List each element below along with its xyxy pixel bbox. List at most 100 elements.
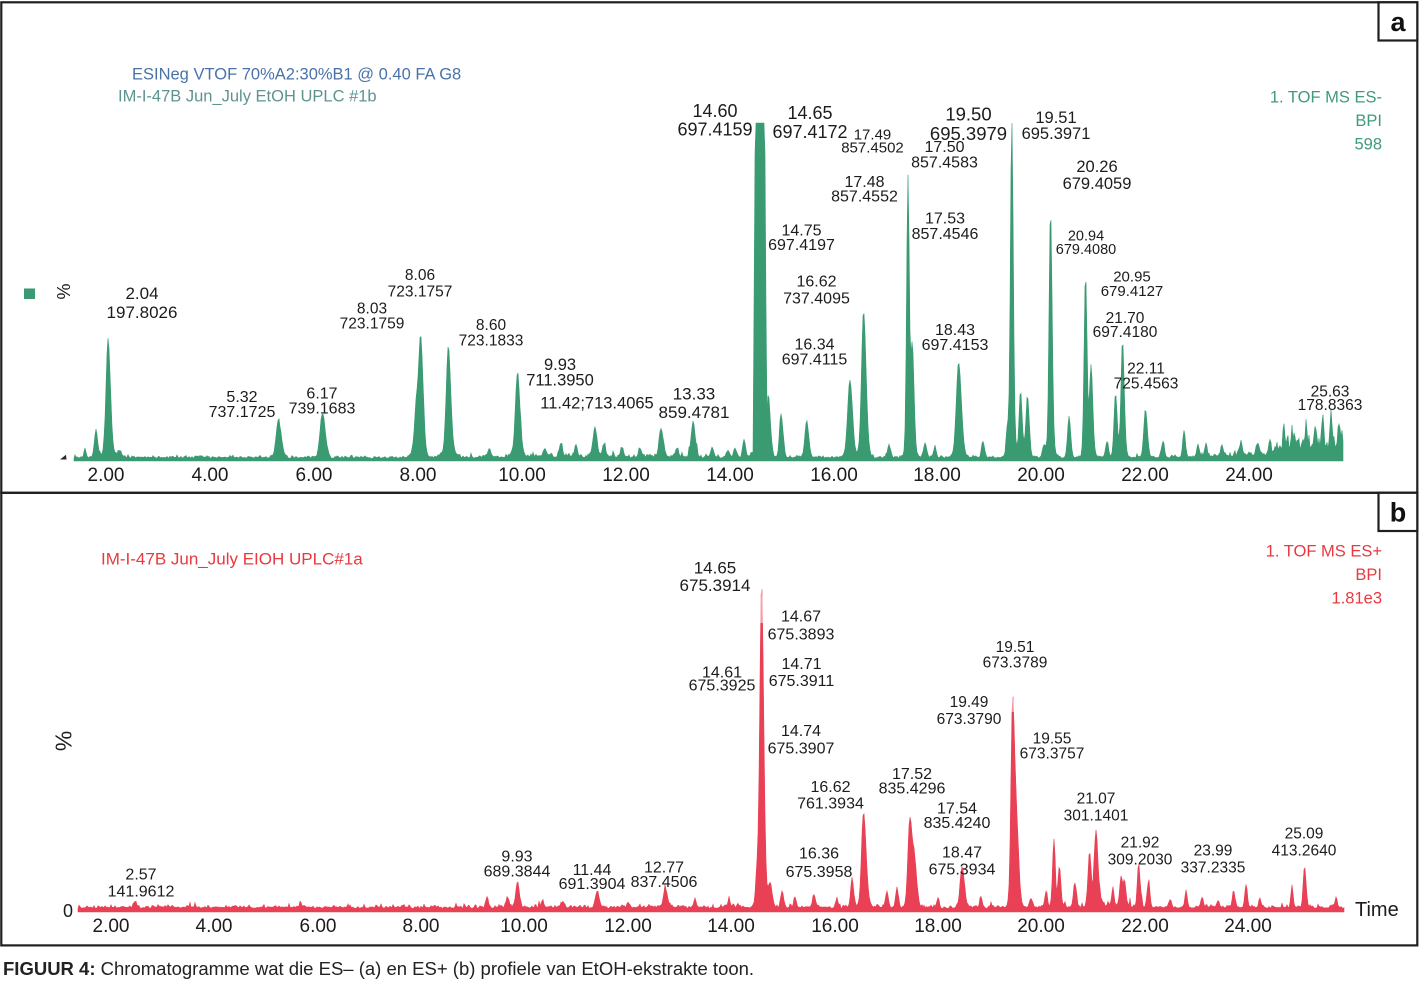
svg-text:679.4127: 679.4127 [1101, 283, 1164, 300]
svg-text:723.1833: 723.1833 [459, 332, 524, 349]
svg-text:141.9612: 141.9612 [108, 884, 175, 901]
svg-text:301.1401: 301.1401 [1064, 807, 1129, 824]
svg-text:22.00: 22.00 [1121, 465, 1169, 486]
svg-text:675.3914: 675.3914 [680, 576, 751, 595]
svg-text:337.2335: 337.2335 [1181, 859, 1246, 876]
svg-text:695.3971: 695.3971 [1022, 125, 1091, 143]
svg-text:2.57: 2.57 [125, 867, 156, 884]
svg-text:598: 598 [1354, 136, 1382, 154]
svg-text:197.8026: 197.8026 [107, 303, 178, 322]
svg-text:723.1759: 723.1759 [340, 315, 405, 332]
svg-text:9.93: 9.93 [501, 849, 532, 866]
svg-text:8.60: 8.60 [476, 317, 507, 334]
svg-text:4.00: 4.00 [192, 465, 229, 486]
svg-text:11.42;713.4065: 11.42;713.4065 [540, 395, 653, 413]
svg-text:22.11: 22.11 [1127, 360, 1165, 377]
svg-text:25.63: 25.63 [1311, 383, 1350, 400]
svg-text:12.00: 12.00 [602, 465, 650, 486]
svg-text:697.4180: 697.4180 [1093, 324, 1158, 341]
svg-text:8.00: 8.00 [403, 916, 440, 937]
svg-text:16.34: 16.34 [794, 337, 834, 354]
svg-text:673.3790: 673.3790 [937, 711, 1002, 728]
svg-text:17.48: 17.48 [844, 174, 884, 191]
svg-text:711.3950: 711.3950 [526, 372, 594, 390]
svg-text:14.75: 14.75 [781, 223, 821, 240]
svg-text:19.50: 19.50 [945, 104, 991, 125]
svg-text:10.00: 10.00 [500, 916, 548, 937]
svg-text:4.00: 4.00 [196, 916, 233, 937]
svg-text:675.3911: 675.3911 [769, 673, 835, 690]
svg-text:21.92: 21.92 [1121, 834, 1160, 851]
svg-text:1. TOF MS ES-: 1. TOF MS ES- [1270, 89, 1382, 107]
svg-text:19.51: 19.51 [996, 639, 1035, 656]
svg-text:14.67: 14.67 [781, 609, 821, 626]
svg-text:2.00: 2.00 [93, 916, 130, 937]
svg-text:11.44: 11.44 [573, 862, 612, 879]
svg-text:761.3934: 761.3934 [797, 796, 864, 813]
svg-text:309.2030: 309.2030 [1108, 851, 1173, 868]
svg-text:23.99: 23.99 [1194, 842, 1233, 859]
svg-text:12.00: 12.00 [604, 916, 652, 937]
svg-text:a: a [1390, 7, 1406, 37]
svg-text:679.4059: 679.4059 [1063, 175, 1132, 193]
svg-text:737.4095: 737.4095 [783, 291, 850, 308]
svg-text:16.00: 16.00 [811, 916, 859, 937]
svg-text:14.65: 14.65 [694, 558, 737, 577]
svg-text:25.09: 25.09 [1285, 825, 1324, 842]
svg-text:21.70: 21.70 [1106, 310, 1145, 327]
svg-text:24.00: 24.00 [1225, 465, 1273, 486]
svg-text:857.4502: 857.4502 [841, 139, 904, 156]
svg-text:14.71: 14.71 [781, 656, 821, 673]
svg-text:6.00: 6.00 [296, 465, 333, 486]
svg-text:737.1725: 737.1725 [209, 404, 276, 421]
svg-text:17.50: 17.50 [924, 139, 964, 156]
svg-text:673.3757: 673.3757 [1020, 745, 1085, 762]
svg-text:18.00: 18.00 [914, 916, 962, 937]
svg-text:20.00: 20.00 [1017, 916, 1065, 937]
svg-text:697.4115: 697.4115 [782, 352, 848, 369]
svg-text:837.4506: 837.4506 [631, 874, 698, 891]
svg-text:689.3844: 689.3844 [484, 864, 551, 881]
svg-text:20.94: 20.94 [1068, 229, 1104, 245]
svg-text:697.4197: 697.4197 [768, 237, 835, 254]
svg-text:8.06: 8.06 [405, 267, 435, 284]
svg-text:14.00: 14.00 [707, 916, 755, 937]
svg-text:8.03: 8.03 [357, 300, 387, 317]
svg-text:2.00: 2.00 [88, 465, 125, 486]
svg-text:17.49: 17.49 [854, 126, 892, 143]
svg-text:675.3907: 675.3907 [768, 741, 835, 758]
svg-text:16.36: 16.36 [799, 846, 839, 863]
svg-text:675.3958: 675.3958 [786, 864, 853, 881]
svg-text:IM-I-47B Jun_July EIOH UPLC#1a: IM-I-47B Jun_July EIOH UPLC#1a [101, 550, 363, 569]
svg-text:6.00: 6.00 [300, 916, 337, 937]
svg-text:10.00: 10.00 [498, 465, 546, 486]
svg-text:%: % [50, 731, 76, 751]
svg-text:18.47: 18.47 [942, 845, 982, 862]
svg-text:835.4240: 835.4240 [924, 815, 991, 832]
svg-text:17.54: 17.54 [937, 801, 977, 818]
svg-text:14.74: 14.74 [781, 723, 821, 740]
svg-text:9.93: 9.93 [544, 356, 576, 374]
svg-text:691.3904: 691.3904 [559, 876, 626, 893]
svg-text:20.00: 20.00 [1017, 465, 1065, 486]
svg-text:19.49: 19.49 [950, 694, 989, 711]
svg-text:16.00: 16.00 [810, 465, 858, 486]
svg-text:697.4159: 697.4159 [677, 120, 752, 140]
svg-text:%: % [53, 283, 73, 299]
svg-text:BPI: BPI [1355, 566, 1382, 584]
svg-text:413.2640: 413.2640 [1272, 842, 1337, 859]
svg-text:BPI: BPI [1355, 112, 1382, 130]
svg-text:857.4552: 857.4552 [831, 189, 898, 206]
svg-text:0: 0 [63, 901, 73, 921]
svg-text:21.07: 21.07 [1077, 790, 1116, 807]
svg-text:5.32: 5.32 [226, 389, 257, 406]
svg-text:6.17: 6.17 [306, 386, 337, 403]
svg-text:b: b [1390, 498, 1407, 528]
svg-text:835.4296: 835.4296 [879, 781, 946, 798]
svg-text:1.81e3: 1.81e3 [1332, 590, 1382, 608]
svg-text:723.1757: 723.1757 [388, 283, 453, 300]
svg-text:17.53: 17.53 [925, 211, 965, 228]
svg-text:18.43: 18.43 [935, 322, 975, 339]
svg-text:859.4781: 859.4781 [659, 403, 730, 422]
svg-text:178.8363: 178.8363 [1298, 397, 1363, 414]
